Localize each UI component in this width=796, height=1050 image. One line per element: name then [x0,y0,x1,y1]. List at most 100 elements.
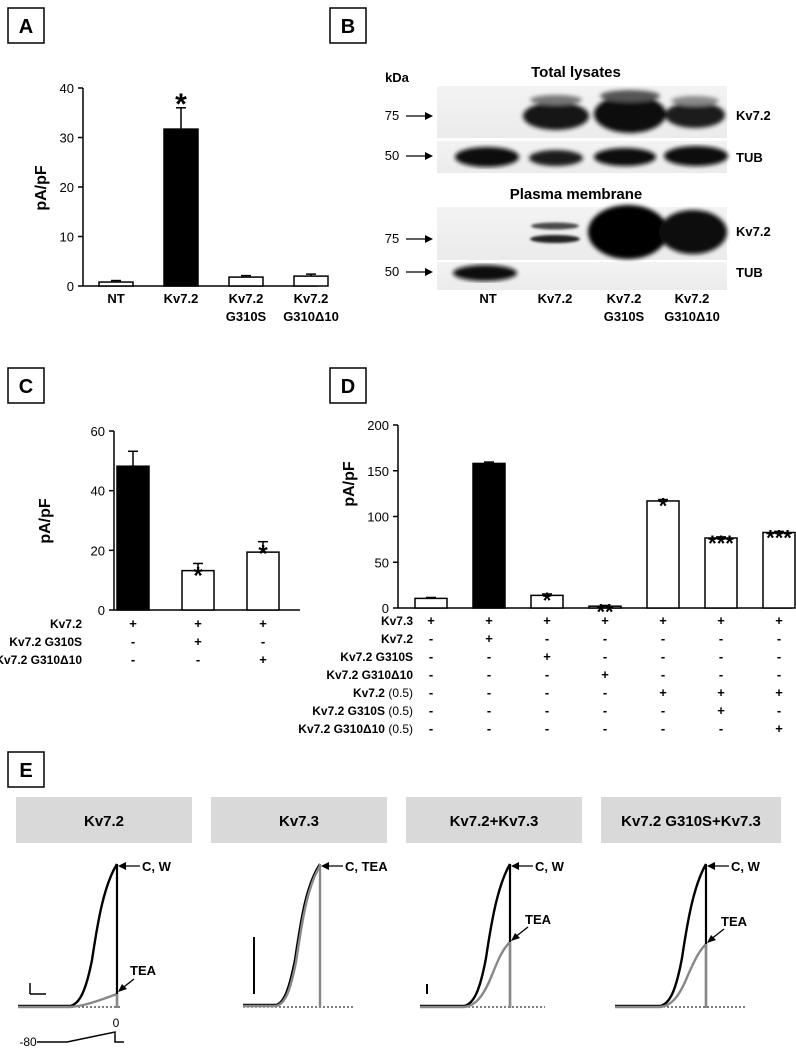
panel-c-sign: - [131,634,135,649]
blot-label-tub-total: TUB [736,150,763,165]
panel-a: A pA/pF 0 10 20 30 40 * NT Kv7.2 Kv7.2 G310S Kv7… [7,7,339,324]
panel-a-ytick-label: 30 [60,131,74,146]
panel-d-sign: - [487,703,491,718]
panel-d-sign: + [775,685,783,700]
panel-d-bar [414,597,448,609]
panel-a-letter: A [19,16,33,38]
panel-d-sign: - [545,667,549,682]
trace-kv72-cw-label: C, W [142,859,172,874]
trace-kv72: C, W TEA -80 0 [18,859,172,1049]
plasma-membrane-title: Plasma membrane [510,186,643,203]
panel-d-significance-mark: ** [596,599,614,624]
panel-d-sign: - [429,685,433,700]
trace-header-kv72 [16,797,192,843]
panel-d-ytick-label: 200 [367,418,389,433]
panel-d-sign: - [719,721,723,736]
panel-a-ytick-label: 20 [60,180,74,195]
panel-c-condition-table: Kv7.2 + + + Kv7.2 G310S - + - Kv7.2 G310Δ10 - - + [0,616,267,667]
panel-c-sign: + [259,616,267,631]
panel-d-sign: + [427,613,435,628]
panel-a-bar [163,128,199,287]
panel-d-ytick-label: 100 [367,510,389,525]
marker-75-pm: 75 [385,231,399,246]
panel-d-significance-mark: *** [766,525,792,550]
panel-d-sign: - [661,649,665,664]
panel-d-significance-mark: * [659,494,668,519]
panel-d-ytick-label: 150 [367,464,389,479]
panel-d-bar [588,605,622,609]
panel-d-row-label: Kv7.3 [381,614,413,628]
mw-markers: 75 50 75 50 [385,108,433,279]
blot-lane-labels: NT Kv7.2 Kv7.2 G310S Kv7.2 G310Δ10 [479,291,719,324]
panel-d-sign: - [719,649,723,664]
panel-d-sign: + [543,649,551,664]
voltage-start-label: -80 [19,1035,37,1049]
panel-d-sign: - [545,721,549,736]
panel-d-sign: + [601,667,609,682]
panel-a-x-label: Kv7.2 [164,291,199,306]
panel-d-sign: - [487,649,491,664]
panel-d-sign: - [545,631,549,646]
panel-e-letter-box [7,751,45,788]
panel-d-sign: - [661,667,665,682]
panel-d-bar [646,500,680,609]
panel-d-sign: - [777,667,781,682]
panel-d-sign: - [429,721,433,736]
marker-50-total: 50 [385,148,399,163]
panel-d-sign: + [775,613,783,628]
panel-d-sign: - [777,703,781,718]
panel-a-bar [98,281,134,287]
panel-d-significance-mark: *** [708,531,734,556]
panel-d-letter-box [329,367,367,404]
panel-a-x-label-line2: G310Δ10 [283,309,339,324]
total-lysates-title: Total lysates [531,64,621,81]
trace-g310s-kv73-tea-label: TEA [721,914,748,929]
panel-d-sign: - [487,685,491,700]
panel-d-significance-mark: * [543,588,552,613]
panel-d-bar [704,537,738,609]
marker-75-total: 75 [385,108,399,123]
blot-label-kv72-total: Kv7.2 [736,108,771,123]
panel-d-sign: - [429,631,433,646]
panel-d-sign: - [429,703,433,718]
panel-d-sign: + [775,721,783,736]
panel-c-ytick-label: 60 [91,424,105,439]
panel-e-letter: E [19,760,32,782]
panel-d-sign: - [603,649,607,664]
panel-d-ylabel: pA/pF [341,461,358,507]
panel-c-significance-mark: * [258,541,268,568]
panel-a-bars: * [98,88,329,287]
panel-a-x-labels: NT Kv7.2 Kv7.2 G310S Kv7.2 G310Δ10 [107,291,338,324]
panel-c-row-label: Kv7.2 G310Δ10 [0,653,82,667]
panel-d-condition-table: Kv7.3 + + + + + + + Kv7.2 - + - - - - - Kv7.2 G310S - - + - -… [298,613,783,736]
panel-b-letter: B [341,16,355,38]
trace-title-kv72: Kv7.2 [84,813,124,830]
panel-d-row-label: Kv7.2 G310S [340,650,413,664]
panel-c-sign: - [196,652,200,667]
panel-c-ytick-label: 0 [98,603,105,618]
panel-d-sign: - [603,631,607,646]
panel-d-bars: * ****** *** [414,461,796,624]
blot-lane-label: Kv7.2 [538,291,573,306]
panel-a-letter-box [7,7,45,44]
panel-a-ytick-label: 0 [67,279,74,294]
panel-c-bars: ** [116,450,280,611]
panel-d-sign: - [719,631,723,646]
panel-d-letter: D [341,376,355,398]
trace-title-kv73: Kv7.3 [279,813,319,830]
marker-50-pm: 50 [385,264,399,279]
panel-d-sign: - [603,685,607,700]
panel-d-sign: + [659,613,667,628]
panel-d-sign: - [603,721,607,736]
panel-d-bar [472,462,506,609]
blot-label-tub-pm: TUB [736,265,763,280]
panel-c-bar [181,569,215,611]
panel-d-row-label: Kv7.2 G310Δ10 (0.5) [298,722,413,736]
panel-a-bar [293,275,329,287]
panel-c-ytick-label: 40 [91,484,105,499]
panel-d-row-label: Kv7.2 (0.5) [353,686,413,700]
panel-a-x-label: NT [107,291,124,306]
panel-c-row-label: Kv7.2 [50,617,82,631]
panel-d-sign: - [661,721,665,736]
panel-d-ytick-label: 0 [382,601,389,616]
